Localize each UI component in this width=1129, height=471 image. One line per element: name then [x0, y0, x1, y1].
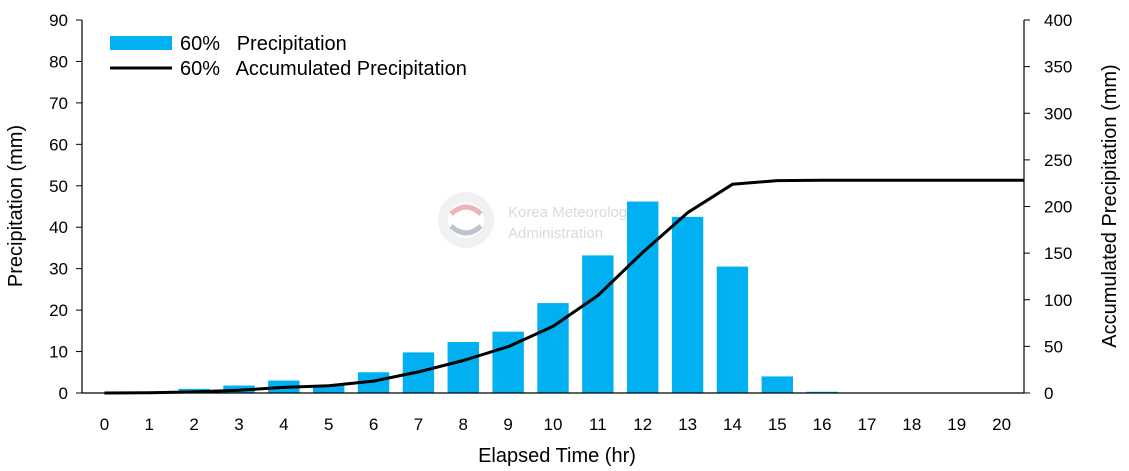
- y-right-tick-label: 350: [1044, 58, 1072, 77]
- tick-labels: 0102030405060708090050100150200250300350…: [49, 11, 1072, 434]
- x-tick-label: 9: [503, 415, 512, 434]
- watermark-line2: Administration: [508, 225, 603, 242]
- x-tick-label: 19: [947, 415, 966, 434]
- y-left-tick-label: 30: [49, 260, 68, 279]
- y-axis-right-title: Accumulated Precipitation (mm): [1099, 64, 1121, 347]
- y-right-tick-label: 300: [1044, 104, 1072, 123]
- y-right-tick-label: 400: [1044, 11, 1072, 30]
- x-tick-label: 8: [459, 415, 468, 434]
- x-tick-label: 0: [100, 415, 109, 434]
- precipitation-bar: [582, 255, 614, 393]
- legend-label-precipitation: 60% Precipitation: [180, 33, 347, 55]
- y-left-tick-label: 90: [49, 11, 68, 30]
- x-tick-label: 4: [279, 415, 288, 434]
- y-left-tick-label: 20: [49, 301, 68, 320]
- x-tick-label: 1: [145, 415, 154, 434]
- x-tick-label: 14: [723, 415, 742, 434]
- watermark-line1: Korea Meteorological: [508, 204, 650, 221]
- legend: 60% Precipitation 60% Accumulated Precip…: [110, 33, 467, 80]
- precipitation-bar: [537, 303, 569, 393]
- x-axis-title: Elapsed Time (hr): [478, 445, 636, 467]
- precipitation-bar: [447, 342, 479, 393]
- y-left-tick-label: 80: [49, 52, 68, 71]
- y-left-tick-label: 0: [59, 384, 68, 403]
- y-left-tick-label: 10: [49, 343, 68, 362]
- accumulated-line-layer: [104, 178, 1024, 395]
- x-tick-label: 12: [633, 415, 652, 434]
- x-tick-label: 15: [768, 415, 787, 434]
- precipitation-bar: [716, 266, 749, 393]
- x-tick-label: 17: [858, 415, 877, 434]
- y-left-tick-label: 40: [49, 218, 68, 237]
- axes: [76, 19, 1030, 394]
- y-right-tick-label: 150: [1044, 244, 1072, 263]
- precipitation-bar: [357, 372, 390, 393]
- y-right-tick-label: 250: [1044, 151, 1072, 170]
- x-tick-label: 11: [589, 415, 607, 434]
- x-tick-label: 3: [234, 415, 243, 434]
- x-tick-label: 18: [902, 415, 921, 434]
- x-tick-label: 10: [544, 415, 563, 434]
- x-tick-label: 20: [992, 415, 1011, 434]
- accumulated-precipitation-line: [104, 178, 1024, 395]
- x-tick-label: 5: [324, 415, 333, 434]
- legend-label-accumulated: 60% Accumulated Precipitation: [180, 58, 467, 80]
- precipitation-bar: [313, 385, 345, 393]
- x-tick-label: 16: [813, 415, 832, 434]
- x-tick-label: 7: [414, 415, 423, 434]
- y-axis-left-title: Precipitation (mm): [5, 125, 27, 287]
- y-left-tick-label: 70: [49, 94, 68, 113]
- precipitation-bar: [761, 376, 793, 393]
- precipitation-bar: [627, 201, 659, 393]
- y-left-tick-label: 60: [49, 135, 68, 154]
- precipitation-bar: [671, 216, 704, 393]
- y-right-tick-label: 0: [1044, 384, 1053, 403]
- y-right-tick-label: 100: [1044, 291, 1072, 310]
- y-left-tick-label: 50: [49, 177, 68, 196]
- y-right-tick-label: 200: [1044, 198, 1072, 217]
- x-tick-label: 13: [678, 415, 697, 434]
- y-right-tick-label: 50: [1044, 337, 1063, 356]
- legend-bar-swatch: [110, 36, 172, 50]
- x-tick-label: 2: [189, 415, 198, 434]
- precipitation-bar: [806, 391, 838, 393]
- watermark: Korea Meteorological Administration: [438, 192, 650, 248]
- x-tick-label: 6: [369, 415, 378, 434]
